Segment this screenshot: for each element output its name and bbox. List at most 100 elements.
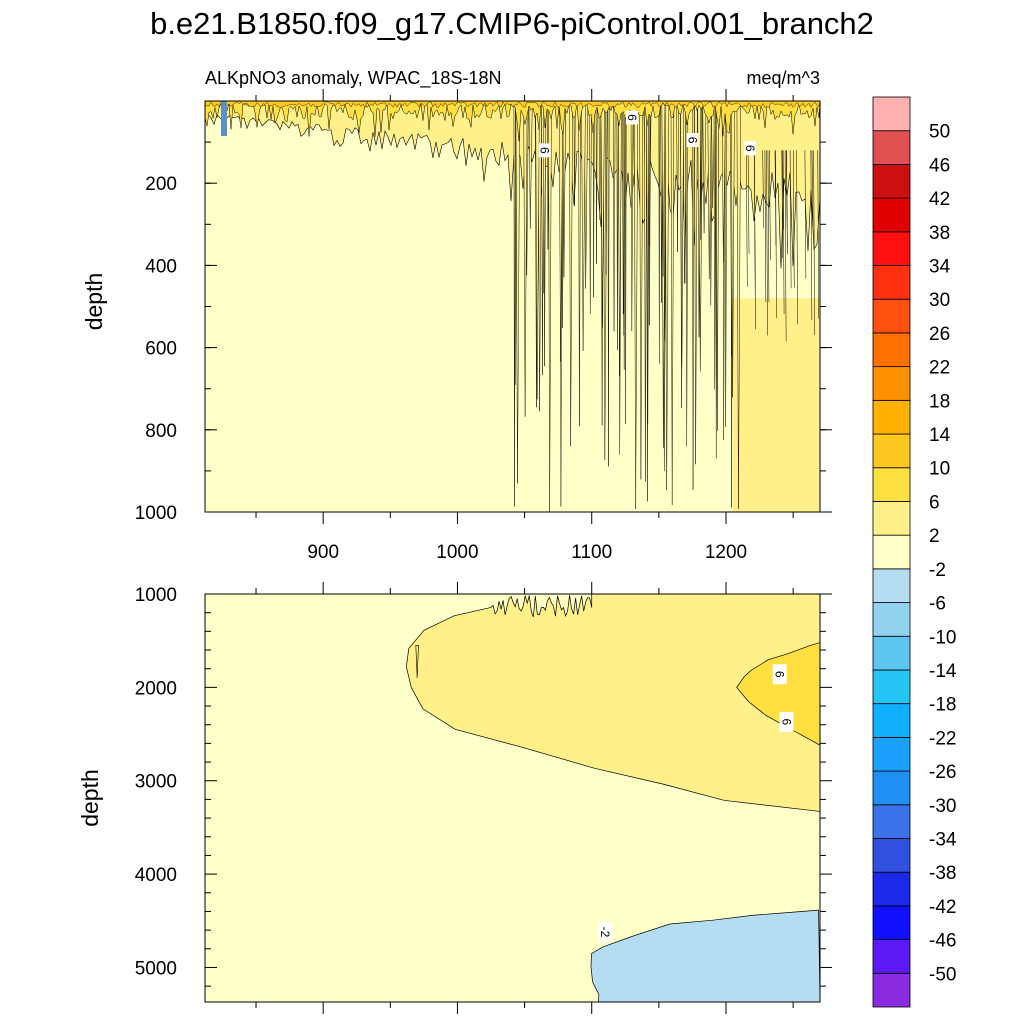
chart-subtitle-left: ALKpNO3 anomaly, WPAC_18S-18N [205, 68, 501, 89]
colorbar-swatch [872, 972, 911, 1008]
colorbar-swatch [872, 602, 911, 637]
contour-band-10to14 [205, 101, 820, 108]
colorbar-swatch [872, 736, 911, 772]
colorbar-label: -38 [929, 863, 956, 884]
colorbar-swatch [872, 164, 911, 199]
colorbar-swatch [872, 669, 911, 705]
contour-line [782, 150, 785, 315]
contour-plume [623, 101, 626, 370]
contour-label: 6 [743, 145, 757, 152]
contour-line [781, 150, 784, 259]
contour-line [762, 150, 764, 228]
colorbar-swatch [872, 905, 911, 940]
contour-line [796, 150, 798, 325]
colorbar-label: -34 [929, 829, 957, 850]
contour-line [813, 150, 815, 335]
colorbar-label: 10 [929, 459, 950, 480]
contour-line [764, 150, 767, 303]
colorbar-label: -42 [929, 897, 956, 918]
contour-plume [513, 101, 516, 507]
colorbar-swatch [872, 703, 911, 738]
y-axis-label: depth [81, 273, 107, 331]
contour-plume [713, 101, 716, 390]
contour-plume [624, 101, 627, 424]
colorbar-label: -6 [929, 594, 946, 615]
colorbar-swatch [872, 635, 911, 671]
contour-line [766, 150, 768, 336]
contour-line [811, 150, 814, 226]
contour-plume [648, 101, 651, 326]
colorbar: -50-46-42-38-34-30-26-22-18-14-10-6-2261… [872, 96, 957, 1008]
colorbar-label: -14 [929, 661, 957, 682]
colorbar-label: -22 [929, 728, 956, 749]
colorbar-label: 14 [929, 425, 951, 446]
y-tick-label: 600 [145, 339, 177, 360]
contour-plume [639, 101, 644, 480]
contour-plume [716, 101, 720, 431]
colorbar-label: 38 [929, 223, 950, 244]
contour-label: 6 [538, 147, 552, 154]
contour-plume [598, 101, 602, 220]
contour-plume [676, 101, 679, 252]
contour-band-2to6 [405, 594, 820, 812]
contour-plume [702, 101, 707, 234]
y-tick-label: 5000 [135, 958, 177, 979]
y-tick-label: 2000 [135, 678, 177, 699]
colorbar-swatch [872, 265, 911, 300]
contour-line [754, 150, 756, 294]
contour-label: 6 [779, 719, 793, 726]
contour-label: 6 [685, 137, 699, 144]
contour-plume [724, 101, 728, 427]
colorbar-label: 2 [929, 526, 940, 547]
contour-plume [548, 101, 552, 512]
x-tick-label: 1100 [571, 542, 612, 563]
colorbar-swatch [872, 399, 911, 435]
contour-plume [685, 101, 689, 447]
contour-line [789, 150, 792, 289]
colorbar-label: -50 [929, 964, 956, 985]
contour-plume [661, 101, 666, 277]
contour-label: 6 [625, 114, 639, 121]
chart-title: b.e21.B1850.f09_g17.CMIP6-piControl.001_… [150, 6, 874, 41]
contour-plume [581, 101, 586, 351]
contour-line [786, 150, 788, 248]
y-tick-label: 4000 [135, 865, 177, 886]
contour-line [804, 150, 807, 279]
contour-plume [600, 101, 605, 328]
contour-plume [578, 101, 581, 427]
contour-plume [721, 101, 726, 263]
contour-plume [562, 101, 566, 278]
contour-label: -2 [598, 927, 612, 938]
colorbar-label: -2 [929, 560, 946, 581]
contour-label-box [626, 110, 639, 125]
contour-line [746, 150, 748, 287]
y-tick-label: 1000 [135, 585, 177, 606]
colorbar-swatch [872, 568, 911, 603]
colorbar-label: -26 [929, 762, 956, 783]
colorbar-label: -46 [929, 931, 956, 952]
colorbar-label: -18 [929, 695, 956, 716]
colorbar-label: 50 [929, 122, 950, 143]
colorbar-swatch [872, 197, 911, 233]
colorbar-label: 6 [929, 492, 940, 513]
colorbar-swatch [872, 871, 911, 907]
contour-plume [670, 101, 675, 506]
contour-plume [664, 101, 670, 491]
contour-plume [605, 101, 608, 275]
contour-plume [595, 101, 598, 264]
contour-line [747, 150, 750, 254]
colorbar-label: 30 [929, 290, 950, 311]
contour-field: 6 6 -2 [205, 594, 820, 1002]
contour-label-box [779, 711, 794, 732]
contour-label-box [598, 921, 613, 942]
contour-plume [694, 101, 698, 465]
contour-band-6to10 [736, 642, 820, 746]
deep-band-fill [732, 298, 820, 512]
contour-plume [630, 101, 634, 331]
y-tick-label: 400 [145, 256, 177, 277]
colorbar-swatch [872, 534, 911, 570]
contour-plume [731, 101, 735, 398]
contour-label-box [744, 141, 757, 156]
contour-line [810, 150, 813, 321]
